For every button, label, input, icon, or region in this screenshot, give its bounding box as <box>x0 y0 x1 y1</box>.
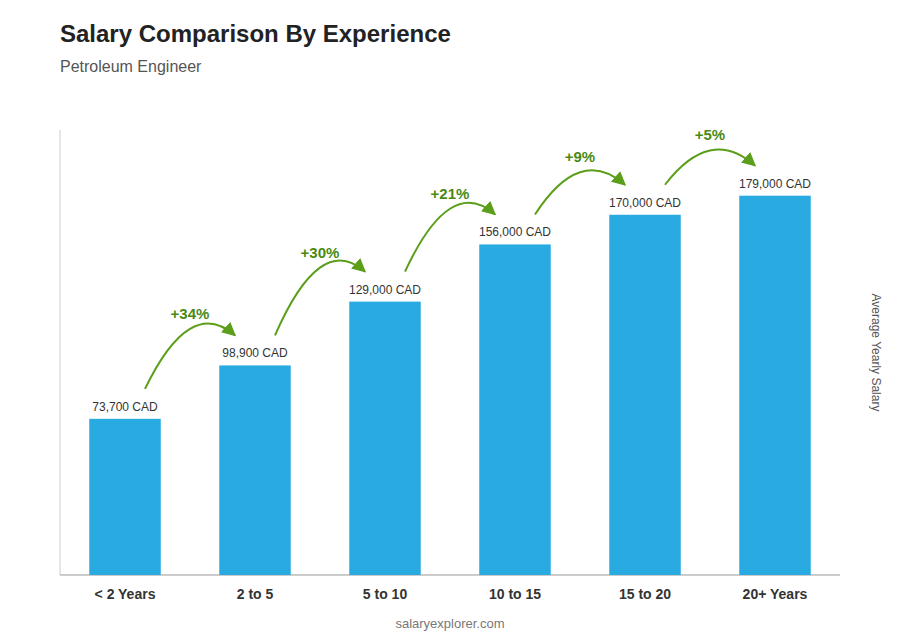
change-arrow <box>535 170 625 214</box>
change-label: +30% <box>301 244 340 261</box>
x-tick-label: 20+ Years <box>743 586 808 602</box>
data-label: 73,700 CAD <box>92 400 158 414</box>
bar <box>739 196 811 575</box>
title: Salary Comparison By Experience <box>60 20 451 47</box>
x-tick-label: 5 to 10 <box>363 586 408 602</box>
x-axis-line <box>60 575 840 576</box>
bar <box>479 244 551 575</box>
bar <box>609 215 681 575</box>
data-label: 156,000 CAD <box>479 225 551 239</box>
change-arrow <box>405 203 495 272</box>
x-tick-label: 15 to 20 <box>619 586 671 602</box>
x-tick-label: 2 to 5 <box>237 586 274 602</box>
bar <box>349 302 421 575</box>
x-tick-label: < 2 Years <box>95 586 156 602</box>
change-arrow <box>665 150 755 185</box>
y-axis-line <box>60 130 61 575</box>
data-label: 98,900 CAD <box>222 346 288 360</box>
change-label: +34% <box>171 305 210 322</box>
bar <box>89 419 161 575</box>
x-tick-label: 10 to 15 <box>489 586 541 602</box>
change-label: +5% <box>695 126 725 143</box>
bars <box>89 196 811 575</box>
change-arrow <box>275 261 365 336</box>
data-label: 179,000 CAD <box>739 177 811 191</box>
subtitle: Petroleum Engineer <box>60 58 202 75</box>
chart-svg: Salary Comparison By Experience Petroleum… <box>0 0 900 641</box>
bar <box>219 365 291 575</box>
change-label: +21% <box>431 185 470 202</box>
chart-container: Salary Comparison By Experience Petroleum… <box>0 0 900 641</box>
change-label: +9% <box>565 148 595 165</box>
change-arrow <box>145 323 235 388</box>
footer: salaryexplorer.com <box>395 616 504 631</box>
y-axis-label: Average Yearly Salary <box>869 294 883 412</box>
data-label: 129,000 CAD <box>349 283 421 297</box>
data-label: 170,000 CAD <box>609 196 681 210</box>
